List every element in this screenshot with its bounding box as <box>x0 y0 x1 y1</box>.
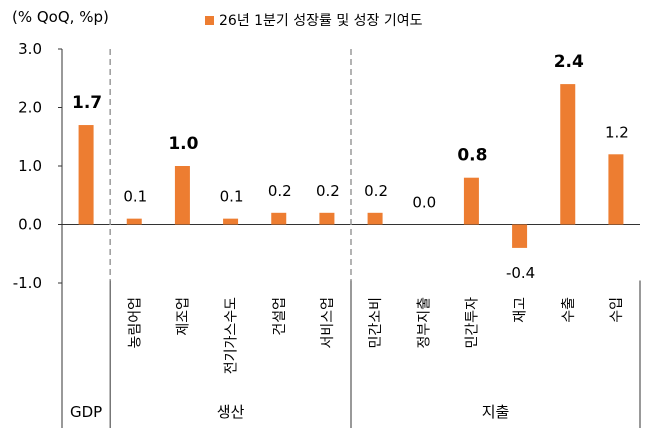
category-label: 민간소비 <box>368 297 384 349</box>
data-label: -0.4 <box>506 264 535 282</box>
y-tick-label: -1.0 <box>13 274 42 292</box>
group-separators <box>109 49 641 428</box>
data-label: 0.8 <box>457 146 487 166</box>
y-tick-label: 2.0 <box>18 99 42 117</box>
bar <box>463 177 479 225</box>
category-label: 서비스업 <box>320 297 336 349</box>
bar <box>608 154 624 225</box>
category-label: 재고 <box>513 297 529 323</box>
legend-swatch <box>205 16 214 25</box>
bar <box>512 224 528 248</box>
bar <box>78 125 94 225</box>
data-label: 1.2 <box>605 123 629 141</box>
data-label: 1.0 <box>168 134 198 154</box>
group-label: 생산 <box>217 403 245 421</box>
y-tick-label: 1.0 <box>18 157 42 175</box>
category-label: 민간투자 <box>464 297 480 349</box>
bar <box>174 166 190 225</box>
legend: 26년 1분기 성장률 및 성장 기여도 <box>205 13 423 29</box>
data-label: 0.1 <box>220 188 244 206</box>
data-label: 0.2 <box>316 182 340 200</box>
category-label: 수입 <box>609 297 625 323</box>
data-label: 0.0 <box>412 194 436 212</box>
data-label: 1.7 <box>72 93 102 113</box>
data-label: 0.2 <box>268 182 292 200</box>
category-label: 수출 <box>561 297 577 323</box>
bar <box>367 212 383 225</box>
bar <box>560 84 576 225</box>
data-label: 2.4 <box>554 52 584 72</box>
category-label: 농림어업 <box>127 297 143 349</box>
group-label: 지출 <box>482 403 510 421</box>
category-label: 전기가스수도 <box>224 297 240 374</box>
y-tick-label: 3.0 <box>18 40 42 58</box>
group-label: GDP <box>70 403 102 421</box>
y-unit-label: (% QoQ, %p) <box>12 8 109 26</box>
bar <box>319 212 335 225</box>
category-label: 건설업 <box>272 297 288 336</box>
category-label: 제조업 <box>175 297 191 336</box>
bars <box>78 84 624 248</box>
category-label: 정부지출 <box>416 297 432 349</box>
data-label: 0.1 <box>123 188 147 206</box>
bar <box>126 218 142 225</box>
y-axis: 3.0 2.0 1.0 0.0 -1.0 <box>13 40 640 428</box>
category-labels: 농림어업 제조업 전기가스수도 건설업 서비스업 민간소비 정부지출 민간투자 재고 수출 수입 <box>127 297 625 374</box>
bar <box>271 212 287 225</box>
data-label: 0.2 <box>364 182 388 200</box>
legend-label: 26년 1분기 성장률 및 성장 기여도 <box>219 13 423 29</box>
y-tick-label: 0.0 <box>18 216 42 234</box>
group-labels: GDP 생산 지출 <box>70 403 509 421</box>
data-labels: 1.7 0.1 1.0 0.1 0.2 0.2 0.2 0.0 0.8 -0.4 2.4 1.2 <box>72 52 629 282</box>
bar <box>223 218 239 225</box>
